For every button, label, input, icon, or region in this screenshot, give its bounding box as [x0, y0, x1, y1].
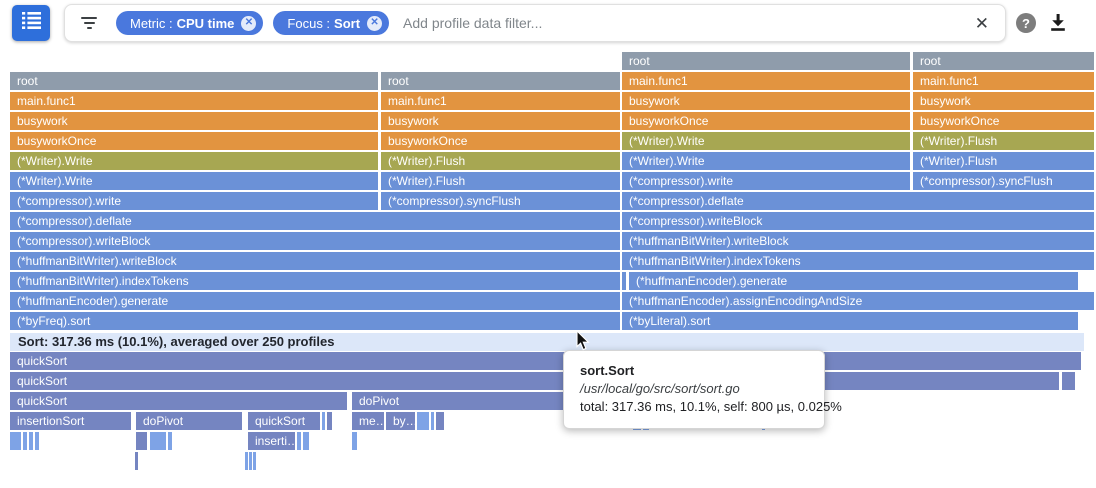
flame-block-writer-write[interactable]: (*Writer).Write [10, 152, 378, 170]
frame-tooltip: sort.Sort /usr/local/go/src/sort/sort.go… [563, 350, 842, 429]
flame-block[interactable] [622, 272, 626, 290]
flame-block-writer-write[interactable]: (*Writer).Write [622, 152, 910, 170]
flame-block-dopivot[interactable]: doPivot [136, 412, 242, 430]
tooltip-source-path: /usr/local/go/src/sort/sort.go [580, 381, 740, 396]
flame-block-compressor-syncflush[interactable]: (*compressor).syncFlush [913, 172, 1094, 190]
flame-block-main-func1[interactable]: main.func1 [381, 92, 620, 110]
flame-block-root[interactable]: root [10, 72, 378, 90]
flame-block-quicksort[interactable]: quickSort [248, 412, 320, 430]
flame-block-compressor-write[interactable]: (*compressor).write [10, 192, 378, 210]
chip-label: Focus : [287, 15, 331, 31]
flame-block-writer-flush[interactable]: (*Writer).Flush [381, 172, 620, 190]
profile-filter-bar: Metric : CPU time ✕ Focus : Sort ✕ ✕ [64, 4, 1006, 42]
view-list-icon [21, 12, 41, 34]
filter-chip-focus[interactable]: Focus : Sort ✕ [273, 11, 390, 35]
flame-block[interactable] [1062, 372, 1075, 390]
flame-block[interactable] [168, 432, 172, 450]
flame-block-writer-flush[interactable]: (*Writer).Flush [913, 152, 1094, 170]
flame-block-root[interactable]: root [381, 72, 620, 90]
flame-block-compressor-write[interactable]: (*compressor).write [622, 172, 910, 190]
flame-block-me[interactable]: me… [352, 412, 384, 430]
flame-block-busywork[interactable]: busywork [622, 92, 910, 110]
chip-value: CPU time [176, 15, 235, 31]
flame-block[interactable] [253, 452, 256, 470]
cancel-icon[interactable]: ✕ [241, 15, 257, 31]
flame-block[interactable] [35, 432, 39, 450]
flame-block-writer-write[interactable]: (*Writer).Write [10, 172, 378, 190]
flame-block-dopivot[interactable]: doPivot [352, 392, 620, 410]
flame-block-huffmanbitwriter-indextokens[interactable]: (*huffmanBitWriter).indexTokens [622, 252, 1094, 270]
flame-block-root[interactable]: root [913, 52, 1094, 70]
flame-block-quicksort[interactable]: quickSort [10, 372, 1059, 390]
flame-block-busyworkonce[interactable]: busyworkOnce [10, 132, 378, 150]
download-icon [1048, 14, 1068, 37]
flame-block[interactable] [417, 412, 429, 430]
flame-block[interactable] [431, 412, 434, 430]
flame-block-huffmanencoder-generate[interactable]: (*huffmanEncoder).generate [10, 292, 620, 310]
flame-block[interactable] [327, 412, 332, 430]
flame-block[interactable] [10, 432, 21, 450]
flame-block-huffmanbitwriter-writeblock[interactable]: (*huffmanBitWriter).writeBlock [10, 252, 620, 270]
flame-block-writer-flush[interactable]: (*Writer).Flush [913, 132, 1094, 150]
flame-block[interactable] [436, 412, 444, 430]
flame-block-insertionsort[interactable]: insertionSort [10, 412, 131, 430]
clear-filters-icon[interactable]: ✕ [974, 13, 989, 33]
flame-block-writer-flush[interactable]: (*Writer).Flush [381, 152, 620, 170]
flame-block-byliteral-sort[interactable]: (*byLiteral).sort [622, 312, 1078, 330]
help-icon[interactable]: ? [1016, 13, 1036, 33]
chip-label: Metric : [130, 15, 173, 31]
flame-block-compressor-deflate[interactable]: (*compressor).deflate [10, 212, 620, 230]
flame-block[interactable] [245, 452, 248, 470]
flame-block[interactable] [297, 432, 301, 450]
flame-block-inserti[interactable]: inserti… [248, 432, 295, 450]
download-button[interactable] [1048, 13, 1068, 33]
filter-list-icon [80, 17, 98, 29]
flame-block-compressor-writeblock[interactable]: (*compressor).writeBlock [10, 232, 620, 250]
toolbar: Metric : CPU time ✕ Focus : Sort ✕ ✕ ? [0, 0, 1096, 47]
flame-block-compressor-syncflush[interactable]: (*compressor).syncFlush [381, 192, 620, 210]
flame-block-busyworkonce[interactable]: busyworkOnce [913, 112, 1094, 130]
flame-block-busywork[interactable]: busywork [913, 92, 1094, 110]
selected-frame-summary-row[interactable]: Sort: 317.36 ms (10.1%), averaged over 2… [10, 333, 1084, 351]
flame-block[interactable] [29, 432, 33, 450]
tooltip-function-name: sort.Sort [580, 363, 635, 378]
flame-block[interactable] [136, 432, 147, 450]
flame-block-root[interactable]: root [622, 52, 910, 70]
tooltip-stats: total: 317.36 ms, 10.1%, self: 800 µs, 0… [580, 399, 842, 414]
flame-block-main-func1[interactable]: main.func1 [913, 72, 1094, 90]
flame-block-busyworkonce[interactable]: busyworkOnce [622, 112, 910, 130]
flame-block-huffmanbitwriter-indextokens[interactable]: (*huffmanBitWriter).indexTokens [10, 272, 620, 290]
flame-block-main-func1[interactable]: main.func1 [622, 72, 910, 90]
flame-block-writer-write[interactable]: (*Writer).Write [622, 132, 910, 150]
flame-block-huffmanencoder-generate[interactable]: (*huffmanEncoder).generate [629, 272, 1078, 290]
flame-block-by[interactable]: by… [386, 412, 415, 430]
flame-block[interactable] [249, 452, 252, 470]
flame-block[interactable] [150, 432, 166, 450]
flame-block[interactable] [303, 432, 309, 450]
filter-chip-metric[interactable]: Metric : CPU time ✕ [116, 11, 264, 35]
flame-block-busywork[interactable]: busywork [381, 112, 620, 130]
mouse-cursor-icon [576, 329, 592, 356]
flame-block-main-func1[interactable]: main.func1 [10, 92, 378, 110]
flame-block-quicksort[interactable]: quickSort [10, 392, 347, 410]
flame-block[interactable] [322, 412, 325, 430]
flame-block-busywork[interactable]: busywork [10, 112, 378, 130]
flame-block-compressor-writeblock[interactable]: (*compressor).writeBlock [622, 212, 1094, 230]
flame-block[interactable] [135, 452, 138, 470]
cancel-icon[interactable]: ✕ [367, 15, 383, 31]
chip-value: Sort [334, 15, 361, 31]
flame-block-byfreq-sort[interactable]: (*byFreq).sort [10, 312, 620, 330]
flame-block-busyworkonce[interactable]: busyworkOnce [381, 132, 620, 150]
flame-block-quicksort[interactable]: quickSort [10, 352, 1081, 370]
flame-block-huffmanencoder-assignencodingandsize[interactable]: (*huffmanEncoder).assignEncodingAndSize [622, 292, 1094, 310]
flame-block-huffmanbitwriter-writeblock[interactable]: (*huffmanBitWriter).writeBlock [622, 232, 1094, 250]
flame-block-compressor-deflate[interactable]: (*compressor).deflate [622, 192, 1094, 210]
flame-block[interactable] [352, 432, 357, 450]
filter-input[interactable] [401, 14, 975, 32]
profile-list-button[interactable] [12, 5, 50, 41]
flame-block[interactable] [23, 432, 27, 450]
